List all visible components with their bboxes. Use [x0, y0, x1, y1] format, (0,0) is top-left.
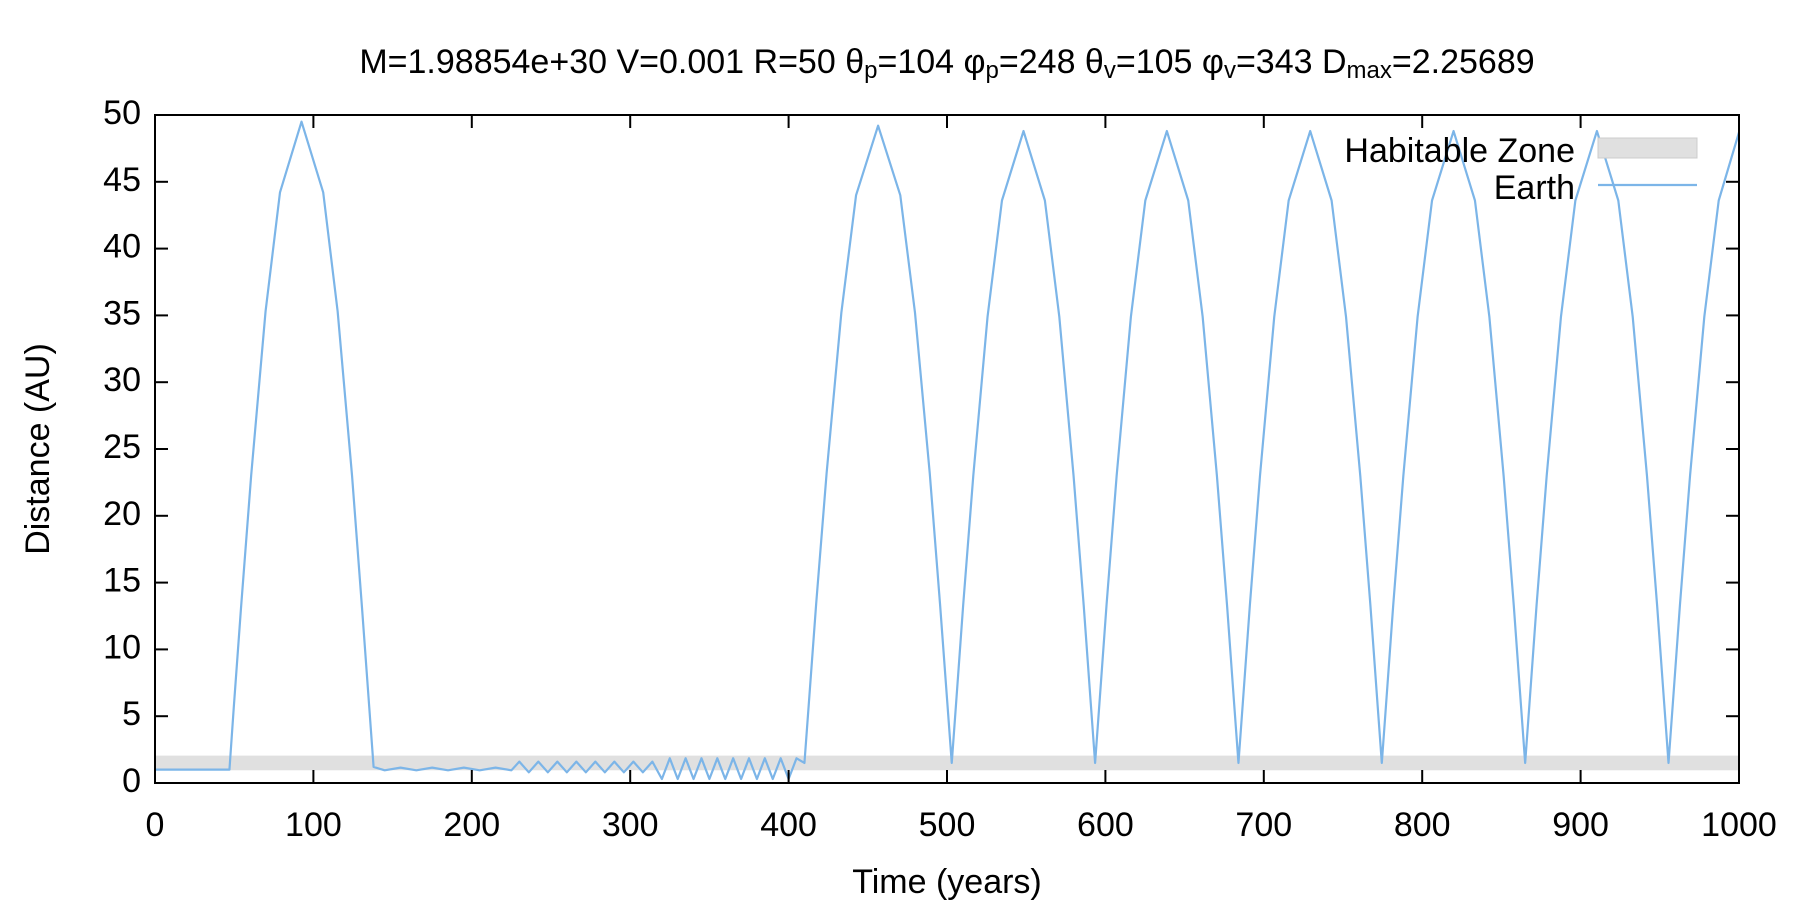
- x-tick-label: 800: [1394, 806, 1451, 844]
- y-tick-label: 35: [103, 294, 141, 332]
- x-tick-label: 900: [1552, 806, 1609, 844]
- legend-swatch: [1597, 137, 1698, 159]
- title-subscript: max: [1347, 57, 1392, 84]
- x-tick-label: 0: [146, 806, 165, 844]
- x-tick-label: 500: [919, 806, 976, 844]
- title-part: M=1.98854e+30 V=0.001 R=50 θ: [359, 43, 864, 81]
- y-tick-label: 25: [103, 428, 141, 466]
- y-tick-label: 0: [122, 762, 141, 800]
- title-part: =104 φ: [877, 43, 985, 81]
- title-subscript: v: [1104, 57, 1116, 84]
- legend-label: Earth: [1494, 169, 1575, 207]
- chart-title: M=1.98854e+30 V=0.001 R=50 θp=104 φp=248…: [359, 43, 1534, 84]
- title-subscript: p: [864, 57, 877, 84]
- title-part: =343 D: [1236, 43, 1347, 81]
- title-subscript: p: [986, 57, 999, 84]
- y-tick-label: 45: [103, 161, 141, 199]
- x-tick-label: 700: [1235, 806, 1292, 844]
- habitable-zone-band: [155, 755, 1739, 771]
- x-tick-label: 400: [760, 806, 817, 844]
- y-tick-label: 5: [122, 695, 141, 733]
- title-part: =248 θ: [999, 43, 1104, 81]
- y-tick-label: 20: [103, 495, 141, 533]
- y-tick-label: 30: [103, 361, 141, 399]
- y-tick-label: 10: [103, 628, 141, 666]
- earth-line: [155, 120, 1741, 781]
- y-tick-label: 15: [103, 562, 141, 600]
- title-part: =105 φ: [1116, 43, 1224, 81]
- y-axis-label: Distance (AU): [19, 343, 57, 555]
- x-tick-label: 300: [602, 806, 659, 844]
- legend-label: Habitable Zone: [1344, 132, 1575, 170]
- x-tick-label: 100: [285, 806, 342, 844]
- x-tick-label: 600: [1077, 806, 1134, 844]
- title-part: =2.25689: [1392, 43, 1535, 81]
- title-subscript: v: [1224, 57, 1236, 84]
- x-tick-label: 1000: [1701, 806, 1777, 844]
- x-tick-label: 200: [443, 806, 500, 844]
- x-axis-label: Time (years): [852, 863, 1042, 900]
- y-tick-label: 50: [103, 94, 141, 132]
- y-tick-label: 40: [103, 228, 141, 266]
